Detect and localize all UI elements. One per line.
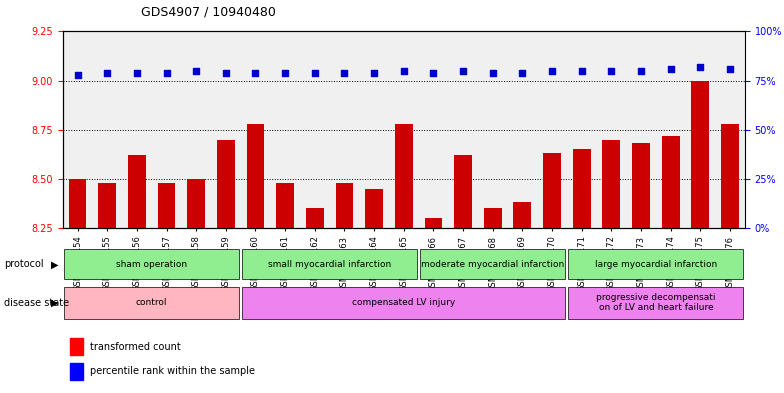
Text: large myocardial infarction: large myocardial infarction bbox=[595, 260, 717, 269]
Point bbox=[664, 66, 677, 72]
Text: progressive decompensati
on of LV and heart failure: progressive decompensati on of LV and he… bbox=[596, 293, 716, 312]
Bar bbox=[217, 140, 234, 393]
Text: GDS4907 / 10940480: GDS4907 / 10940480 bbox=[141, 6, 276, 19]
Bar bbox=[721, 124, 739, 393]
Text: percentile rank within the sample: percentile rank within the sample bbox=[90, 366, 255, 376]
Point bbox=[71, 72, 84, 78]
Bar bbox=[247, 124, 264, 393]
FancyBboxPatch shape bbox=[568, 249, 743, 279]
Bar bbox=[662, 136, 680, 393]
Text: ▶: ▶ bbox=[51, 298, 59, 308]
Point bbox=[546, 68, 558, 74]
Point bbox=[397, 68, 410, 74]
Bar bbox=[365, 189, 383, 393]
Bar bbox=[276, 183, 294, 393]
Point bbox=[605, 68, 618, 74]
Bar bbox=[158, 183, 176, 393]
Bar bbox=[454, 155, 472, 393]
Bar bbox=[70, 363, 83, 380]
Point bbox=[575, 68, 588, 74]
Bar bbox=[306, 208, 324, 393]
Bar bbox=[128, 155, 146, 393]
Point bbox=[131, 70, 143, 76]
Bar bbox=[484, 208, 502, 393]
Bar bbox=[602, 140, 620, 393]
Bar bbox=[98, 183, 116, 393]
Bar bbox=[395, 124, 412, 393]
Point bbox=[516, 70, 528, 76]
Bar bbox=[514, 202, 532, 393]
Text: disease state: disease state bbox=[4, 298, 69, 308]
Point bbox=[635, 68, 648, 74]
Text: control: control bbox=[136, 298, 168, 307]
Bar bbox=[70, 338, 83, 355]
Text: protocol: protocol bbox=[4, 259, 44, 270]
Point bbox=[486, 70, 499, 76]
Point bbox=[160, 70, 172, 76]
Point bbox=[309, 70, 321, 76]
FancyBboxPatch shape bbox=[64, 249, 239, 279]
Point bbox=[457, 68, 470, 74]
Point bbox=[694, 64, 706, 70]
FancyBboxPatch shape bbox=[420, 249, 565, 279]
FancyBboxPatch shape bbox=[64, 287, 239, 318]
Point bbox=[190, 68, 202, 74]
Bar bbox=[336, 183, 354, 393]
Point bbox=[220, 70, 232, 76]
Text: moderate myocardial infarction: moderate myocardial infarction bbox=[421, 260, 564, 269]
Bar bbox=[691, 81, 710, 393]
Bar bbox=[187, 179, 205, 393]
FancyBboxPatch shape bbox=[242, 249, 417, 279]
Bar bbox=[424, 218, 442, 393]
Point bbox=[724, 66, 736, 72]
Text: compensated LV injury: compensated LV injury bbox=[352, 298, 456, 307]
Text: transformed count: transformed count bbox=[90, 342, 181, 352]
Text: ▶: ▶ bbox=[51, 259, 59, 270]
Point bbox=[338, 70, 350, 76]
Bar bbox=[573, 149, 590, 393]
Bar bbox=[632, 143, 650, 393]
Bar bbox=[543, 153, 561, 393]
Text: sham operation: sham operation bbox=[116, 260, 187, 269]
Text: small myocardial infarction: small myocardial infarction bbox=[268, 260, 391, 269]
FancyBboxPatch shape bbox=[568, 287, 743, 318]
Point bbox=[101, 70, 114, 76]
FancyBboxPatch shape bbox=[242, 287, 565, 318]
Bar bbox=[69, 179, 86, 393]
Point bbox=[368, 70, 380, 76]
Point bbox=[427, 70, 440, 76]
Point bbox=[279, 70, 292, 76]
Point bbox=[249, 70, 262, 76]
